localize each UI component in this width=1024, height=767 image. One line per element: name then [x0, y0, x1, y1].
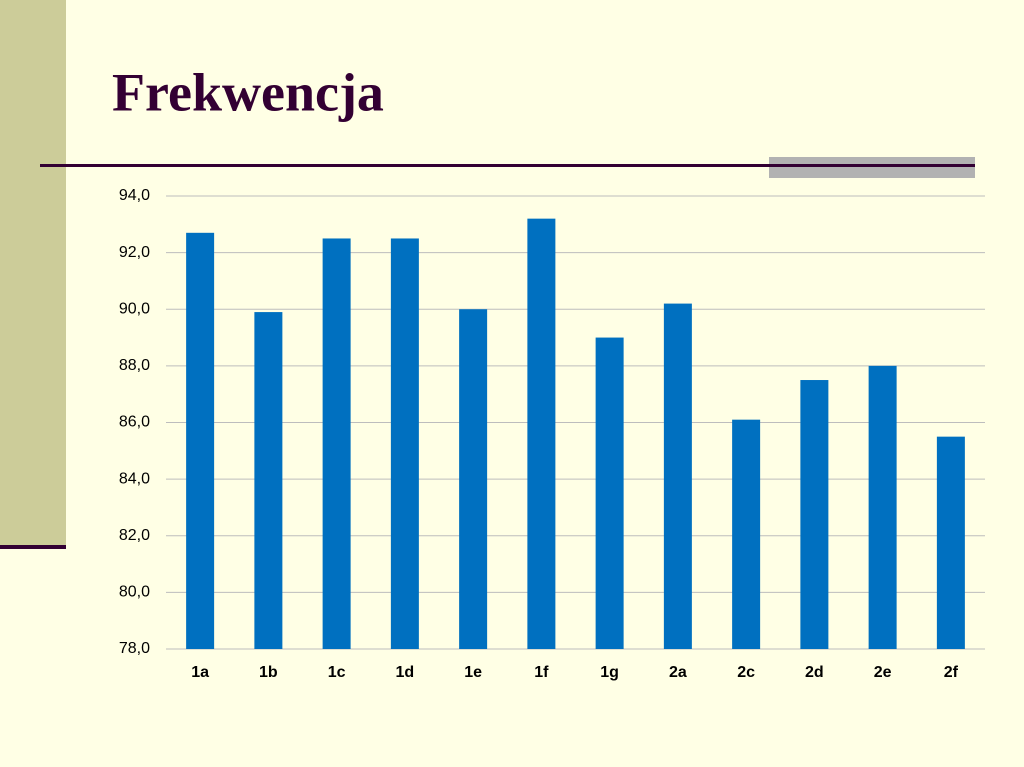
x-tick-label: 2e [874, 664, 892, 681]
bar [322, 238, 351, 649]
y-tick-label: 84,0 [119, 470, 150, 487]
bar [868, 365, 897, 649]
x-tick-label: 1a [191, 664, 209, 681]
bar [663, 303, 692, 649]
bar [800, 380, 829, 649]
x-tick-label: 1e [464, 664, 482, 681]
x-tick-label: 1b [259, 664, 278, 681]
y-tick-label: 90,0 [119, 300, 150, 317]
y-tick-label: 94,0 [119, 187, 150, 204]
x-tick-label: 1c [328, 664, 346, 681]
title-accent [769, 157, 975, 178]
side-strip-line [0, 545, 66, 549]
y-tick-label: 92,0 [119, 244, 150, 261]
x-tick-label: 2d [805, 664, 824, 681]
bar [732, 419, 761, 649]
x-tick-label: 1f [534, 664, 549, 681]
y-tick-label: 78,0 [119, 640, 150, 657]
x-tick-label: 2a [669, 664, 687, 681]
x-tick-label: 2f [944, 664, 959, 681]
title-rule [40, 164, 975, 167]
x-tick-label: 2c [737, 664, 755, 681]
y-tick-label: 88,0 [119, 357, 150, 374]
bar [390, 238, 419, 649]
y-tick-label: 82,0 [119, 527, 150, 544]
x-tick-label: 1d [396, 664, 415, 681]
bar [595, 337, 624, 649]
bar [254, 312, 283, 649]
y-tick-label: 86,0 [119, 414, 150, 431]
chart-title: Frekwencja [112, 62, 384, 122]
x-tick-label: 1g [600, 664, 619, 681]
bar [936, 436, 965, 649]
y-tick-label: 80,0 [119, 584, 150, 601]
side-strip [0, 0, 66, 547]
bar [186, 232, 215, 649]
bar [527, 218, 556, 649]
bar [459, 309, 488, 649]
